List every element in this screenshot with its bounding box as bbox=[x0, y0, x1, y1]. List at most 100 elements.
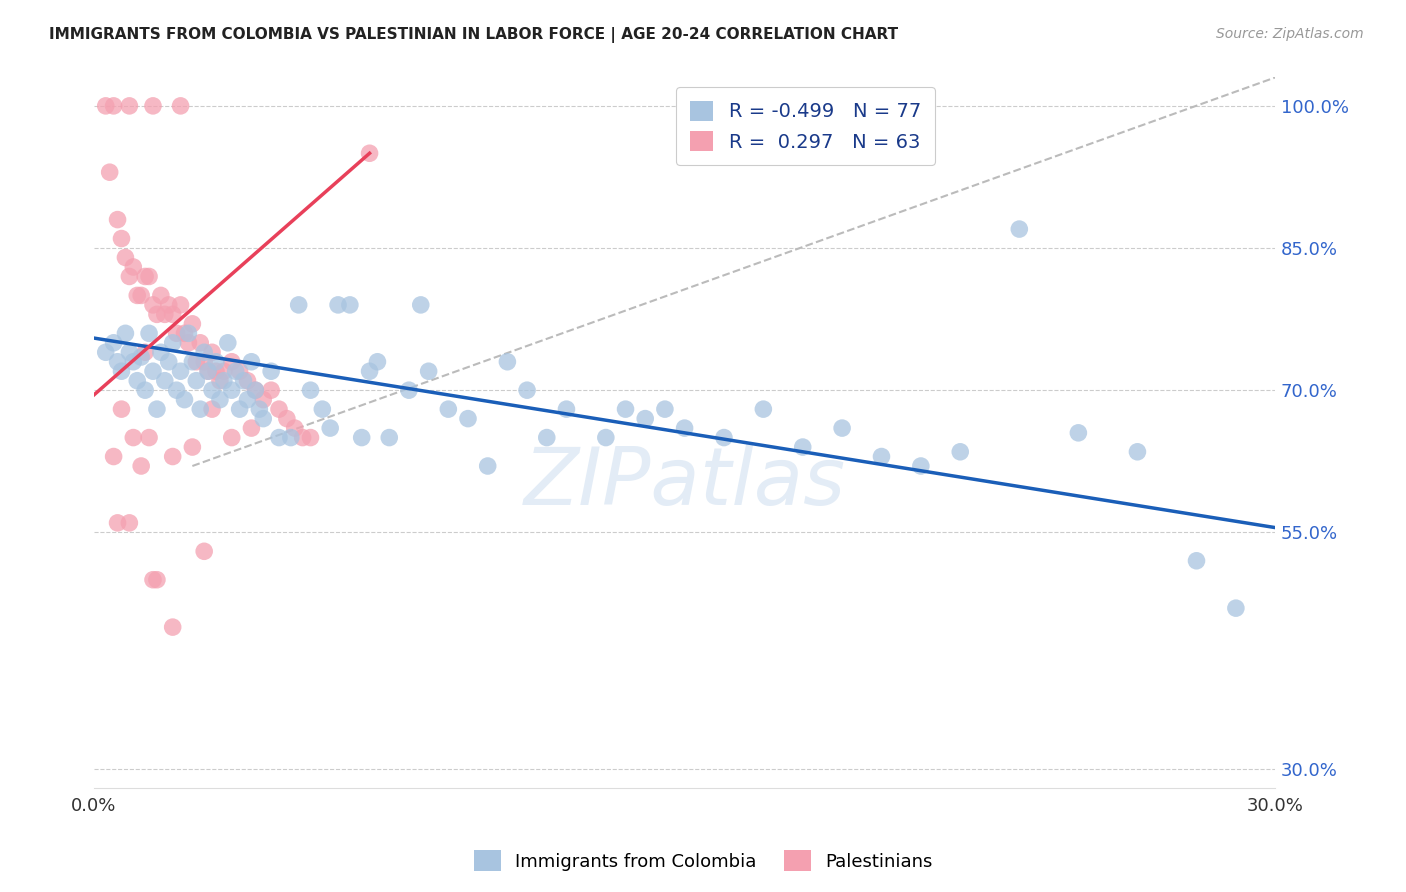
Point bbox=[186, 374, 208, 388]
Point bbox=[110, 402, 132, 417]
Point bbox=[536, 431, 558, 445]
Point bbox=[418, 364, 440, 378]
Legend: Immigrants from Colombia, Palestinians: Immigrants from Colombia, Palestinians bbox=[467, 843, 939, 879]
Point bbox=[134, 345, 156, 359]
Text: ZIPatlas: ZIPatlas bbox=[523, 443, 845, 522]
Point bbox=[252, 411, 274, 425]
Point bbox=[138, 431, 160, 445]
Point bbox=[122, 355, 145, 369]
Point bbox=[162, 335, 184, 350]
Point bbox=[153, 307, 176, 321]
Point bbox=[118, 99, 141, 113]
Text: Source: ZipAtlas.com: Source: ZipAtlas.com bbox=[1216, 27, 1364, 41]
Point bbox=[129, 288, 152, 302]
Point bbox=[129, 350, 152, 364]
Point bbox=[276, 411, 298, 425]
Point bbox=[221, 431, 243, 445]
Point bbox=[149, 345, 172, 359]
Point bbox=[122, 260, 145, 274]
Point bbox=[319, 421, 342, 435]
Point bbox=[398, 383, 420, 397]
Point bbox=[146, 402, 169, 417]
Point bbox=[267, 431, 290, 445]
Point bbox=[197, 364, 219, 378]
Point bbox=[146, 307, 169, 321]
Point bbox=[359, 364, 381, 378]
Point bbox=[212, 374, 235, 388]
Point bbox=[127, 288, 149, 302]
Point bbox=[245, 383, 267, 397]
Point bbox=[166, 326, 188, 341]
Point bbox=[157, 355, 180, 369]
Point bbox=[359, 146, 381, 161]
Point bbox=[129, 458, 152, 473]
Point bbox=[114, 251, 136, 265]
Point bbox=[201, 383, 224, 397]
Point bbox=[127, 374, 149, 388]
Point bbox=[177, 326, 200, 341]
Point bbox=[181, 440, 204, 454]
Point bbox=[1185, 554, 1208, 568]
Point bbox=[118, 516, 141, 530]
Point bbox=[134, 269, 156, 284]
Point bbox=[252, 392, 274, 407]
Point bbox=[94, 99, 117, 113]
Point bbox=[910, 458, 932, 473]
Point bbox=[98, 165, 121, 179]
Point bbox=[477, 458, 499, 473]
Point bbox=[260, 364, 283, 378]
Point bbox=[103, 99, 125, 113]
Point bbox=[103, 335, 125, 350]
Point bbox=[496, 355, 519, 369]
Point bbox=[173, 392, 195, 407]
Point bbox=[94, 345, 117, 359]
Point bbox=[114, 326, 136, 341]
Point bbox=[457, 411, 479, 425]
Point bbox=[162, 450, 184, 464]
Point bbox=[225, 364, 247, 378]
Point bbox=[162, 307, 184, 321]
Point bbox=[949, 444, 972, 458]
Point bbox=[188, 335, 211, 350]
Point bbox=[166, 383, 188, 397]
Point bbox=[142, 298, 165, 312]
Point bbox=[146, 573, 169, 587]
Point bbox=[287, 298, 309, 312]
Point bbox=[870, 450, 893, 464]
Point bbox=[197, 364, 219, 378]
Point bbox=[205, 355, 228, 369]
Point bbox=[267, 402, 290, 417]
Point bbox=[792, 440, 814, 454]
Point bbox=[193, 544, 215, 558]
Point bbox=[208, 392, 231, 407]
Point bbox=[673, 421, 696, 435]
Point bbox=[208, 374, 231, 388]
Point bbox=[1126, 444, 1149, 458]
Point bbox=[142, 99, 165, 113]
Point bbox=[162, 620, 184, 634]
Point bbox=[280, 431, 302, 445]
Point bbox=[236, 374, 259, 388]
Point bbox=[169, 99, 191, 113]
Point bbox=[284, 421, 307, 435]
Point bbox=[240, 355, 263, 369]
Point bbox=[103, 450, 125, 464]
Point bbox=[595, 431, 617, 445]
Point bbox=[205, 364, 228, 378]
Point bbox=[118, 345, 141, 359]
Point bbox=[212, 364, 235, 378]
Point bbox=[614, 402, 637, 417]
Point bbox=[169, 298, 191, 312]
Point bbox=[350, 431, 373, 445]
Point bbox=[193, 355, 215, 369]
Point bbox=[142, 364, 165, 378]
Point bbox=[240, 421, 263, 435]
Point bbox=[752, 402, 775, 417]
Point bbox=[221, 383, 243, 397]
Point bbox=[555, 402, 578, 417]
Point bbox=[654, 402, 676, 417]
Point bbox=[193, 345, 215, 359]
Point bbox=[153, 374, 176, 388]
Point bbox=[409, 298, 432, 312]
Text: IMMIGRANTS FROM COLOMBIA VS PALESTINIAN IN LABOR FORCE | AGE 20-24 CORRELATION C: IMMIGRANTS FROM COLOMBIA VS PALESTINIAN … bbox=[49, 27, 898, 43]
